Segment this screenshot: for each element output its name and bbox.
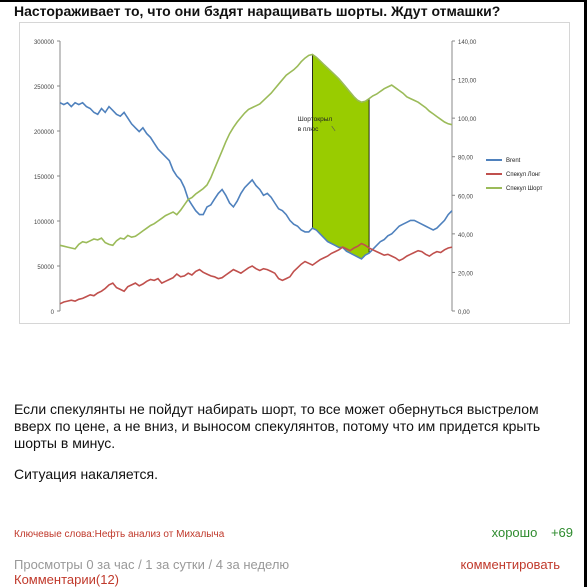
tag-link[interactable]: Нефть анализ от Михалыча: [94, 529, 225, 540]
chart-image: 0 50000 100000 150000 200000 250000 300000 0,00…: [19, 22, 570, 324]
series-line-0: [59, 101, 453, 260]
legend-label-0: Brent: [506, 158, 521, 164]
series-line-1: [59, 242, 453, 305]
comment-link[interactable]: комментировать: [460, 557, 560, 572]
y-left-tick-label: 50000: [37, 265, 54, 271]
tags-label: Ключевые слова:: [14, 529, 95, 540]
y-left-tick-label: 150000: [34, 175, 55, 181]
tags-line: Ключевые слова:Нефть анализ от Михалыча: [14, 529, 224, 540]
annotation-leader: [331, 125, 336, 132]
y-right-tick-label: 80,00: [458, 156, 474, 162]
y-left-tick-label: 200000: [34, 130, 55, 136]
y-right-tick-label: 40,00: [458, 233, 474, 239]
post-paragraph-2: Ситуация накаляется.: [14, 466, 158, 482]
frame-top-border: [0, 0, 587, 2]
frame-right-border: [584, 0, 587, 587]
post-title: Настораживает то, что они бздят наращива…: [14, 3, 501, 19]
chart-svg: 0 50000 100000 150000 200000 250000 300000 0,00…: [34, 40, 543, 316]
y-right-tick-label: 20,00: [458, 271, 474, 277]
short-cover-area: [312, 53, 370, 260]
post-body: Если спекулянты не пойдут набирать шорт,…: [14, 401, 574, 497]
y-right-tick-label: 0,00: [458, 310, 470, 316]
post-paragraph-1: Если спекулянты не пойдут набирать шорт,…: [14, 401, 541, 451]
y-left-tick-label: 100000: [34, 220, 55, 226]
rating: хорошо +69: [482, 525, 573, 540]
y-right-tick-label: 120,00: [458, 79, 477, 85]
comments-label: Комментарии: [14, 572, 96, 587]
y-right-tick-label: 100,00: [458, 117, 477, 123]
comments-count: (12): [95, 572, 120, 587]
y-right-tick-label: 140,00: [458, 40, 477, 46]
y-left-tick-label: 250000: [34, 85, 55, 91]
rating-value: +69: [550, 525, 573, 540]
series-line-2: [59, 53, 453, 250]
y-left-tick-label: 300000: [34, 40, 55, 46]
views-stats: Просмотры 0 за час / 1 за сутки / 4 за н…: [14, 557, 290, 572]
legend-label-2: Спекул Шорт: [506, 186, 543, 192]
rating-label[interactable]: хорошо: [491, 525, 538, 540]
annotation-label: Шортокрыл: [298, 116, 333, 123]
y-left-tick-label: 0: [51, 310, 55, 316]
comments-link[interactable]: Комментарии(12): [14, 572, 119, 587]
y-right-tick-label: 60,00: [458, 194, 474, 200]
annotation-label: в плюс: [298, 126, 319, 133]
legend-label-1: Спекул Лонг: [506, 172, 541, 178]
